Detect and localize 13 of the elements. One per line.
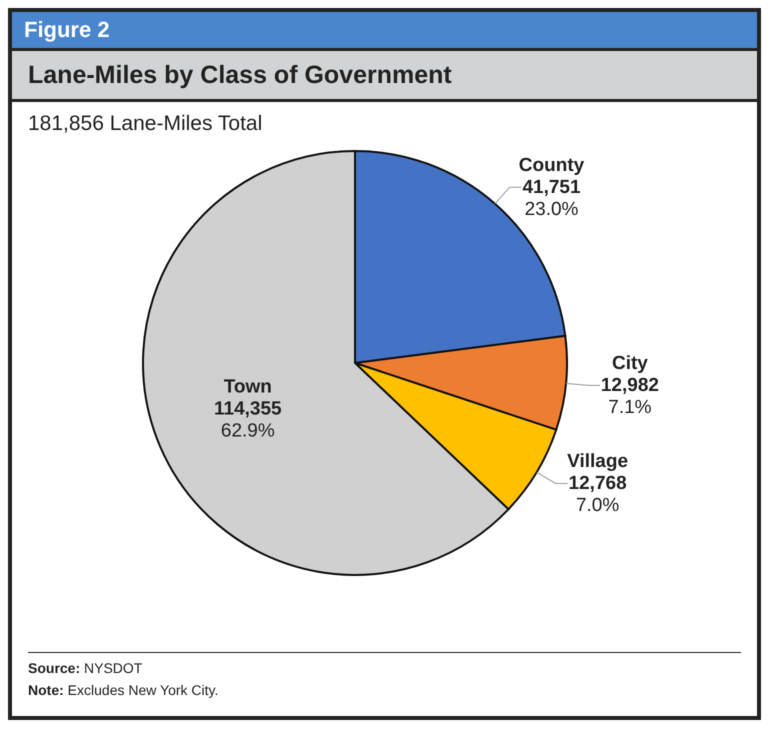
data-label: 12,768 7.0% bbox=[568, 472, 627, 516]
data-label: 12,982 7.1% bbox=[600, 374, 659, 418]
chart-subtitle: 181,856 Lane-Miles Total bbox=[27, 111, 264, 136]
caption: Figure 2 bbox=[12, 12, 757, 51]
source-note: Source: NYSDOT bbox=[28, 659, 144, 678]
slice-label: Village bbox=[567, 450, 628, 472]
slice-label: City bbox=[612, 352, 648, 374]
slice-label: Town bbox=[224, 376, 272, 398]
data-label: 41,751 23.0% bbox=[522, 176, 581, 220]
slice-label: County bbox=[518, 154, 585, 176]
chart-title: Lane-Miles by Class of Government bbox=[12, 51, 757, 102]
data-label: 114,355 62.9% bbox=[214, 398, 282, 442]
text: Note: Excludes New York City. bbox=[28, 681, 220, 700]
